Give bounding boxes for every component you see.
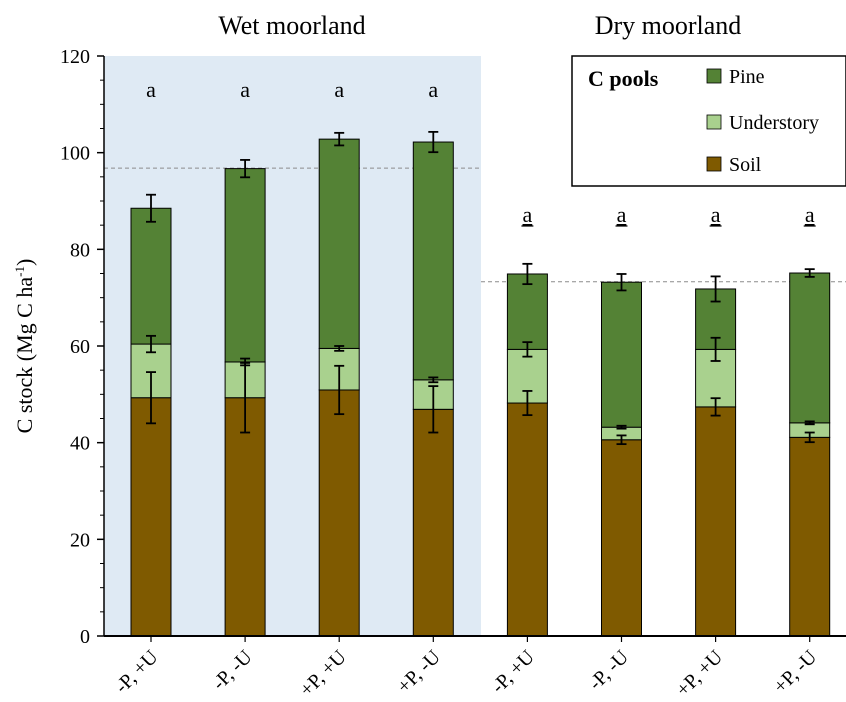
x-tick-label-0: -P, +U bbox=[111, 646, 163, 698]
y-tick-label-0: 0 bbox=[80, 626, 90, 648]
group-letter-7: a bbox=[805, 202, 815, 227]
x-tick-label-7: +P, -U bbox=[769, 646, 821, 698]
bar-pine-5 bbox=[601, 281, 642, 428]
error-bar-soil-2 bbox=[334, 364, 345, 416]
error-bar-understory-5 bbox=[616, 424, 627, 430]
error-bar-soil-0 bbox=[146, 371, 156, 425]
bar-soil-1 bbox=[224, 397, 266, 637]
error-bar-pine-5 bbox=[616, 273, 627, 292]
error-bar-soil-7 bbox=[804, 431, 815, 444]
x-tick-label-2: +P, +U bbox=[296, 646, 351, 701]
bar-soil-4 bbox=[506, 402, 548, 637]
legend-title: C pools bbox=[588, 66, 659, 91]
y-axis-label-sup: -1 bbox=[12, 266, 27, 277]
error-bar-pine-3 bbox=[428, 130, 439, 154]
y-axis-label-close: ) bbox=[12, 259, 37, 266]
y-tick-label-60: 60 bbox=[70, 336, 90, 358]
error-bar-understory-6 bbox=[710, 336, 721, 362]
error-bar-pine-1 bbox=[240, 159, 251, 179]
error-bar-soil-5 bbox=[616, 434, 627, 446]
x-tick-label-1: -P, -U bbox=[208, 646, 257, 695]
error-bar-understory-0 bbox=[146, 334, 156, 354]
x-tick-label-6: +P, +U bbox=[672, 646, 727, 701]
error-bar-soil-4 bbox=[522, 390, 533, 417]
group-letter-2: a bbox=[334, 77, 344, 102]
panel-title-wet: Wet moorland bbox=[218, 11, 365, 40]
bar-soil-7 bbox=[789, 436, 831, 637]
y-tick-label-40: 40 bbox=[70, 433, 90, 455]
legend-label-soil: Soil bbox=[729, 154, 762, 176]
y-tick-label-100: 100 bbox=[60, 143, 90, 165]
legend-label-pine: Pine bbox=[729, 66, 765, 88]
group-letter-1: a bbox=[240, 77, 250, 102]
legend-swatch-understory bbox=[706, 114, 722, 130]
group-letter-3: a bbox=[428, 77, 438, 102]
error-bar-understory-4 bbox=[522, 341, 533, 358]
legend: C pools Pine Understory Soil bbox=[571, 55, 846, 187]
legend-swatch-soil bbox=[706, 156, 722, 172]
bar-soil-3 bbox=[412, 408, 454, 637]
error-bar-understory-3 bbox=[428, 376, 439, 384]
error-bar-understory-1 bbox=[240, 357, 251, 367]
error-bar-pine-0 bbox=[146, 193, 156, 223]
bar-pine-4 bbox=[506, 273, 548, 350]
error-bar-soil-6 bbox=[710, 397, 721, 417]
bar-soil-2 bbox=[318, 389, 360, 637]
y-tick-label-80: 80 bbox=[70, 239, 90, 261]
y-tick-label-120: 120 bbox=[60, 46, 90, 68]
group-letter-4: a bbox=[523, 202, 533, 227]
error-bar-soil-3 bbox=[428, 385, 439, 434]
group-letter-5: a bbox=[617, 202, 627, 227]
error-bar-pine-2 bbox=[334, 131, 345, 147]
group-letter-0: a bbox=[146, 77, 156, 102]
bar-pine-0 bbox=[130, 207, 172, 345]
panel-title-dry: Dry moorland bbox=[595, 11, 742, 40]
bar-pine-7 bbox=[789, 272, 831, 424]
bar-soil-5 bbox=[601, 439, 642, 637]
bar-soil-0 bbox=[130, 397, 172, 637]
group-letter-6: a bbox=[711, 202, 721, 227]
bar-soil-6 bbox=[695, 406, 737, 637]
legend-label-understory: Understory bbox=[729, 112, 819, 134]
bar-pine-1 bbox=[224, 168, 266, 363]
y-axis-label-text: C stock (Mg C ha bbox=[12, 277, 37, 434]
error-bar-pine-4 bbox=[522, 262, 533, 286]
error-bar-pine-7 bbox=[804, 268, 815, 278]
error-bar-understory-7 bbox=[804, 420, 815, 426]
legend-swatch-pine bbox=[706, 68, 722, 84]
x-tick-label-4: -P, +U bbox=[487, 646, 539, 698]
error-bar-pine-6 bbox=[710, 275, 721, 303]
bar-pine-2 bbox=[318, 138, 360, 349]
y-tick-label-20: 20 bbox=[70, 529, 90, 551]
error-bar-understory-2 bbox=[334, 345, 345, 352]
y-axis-label: C stock (Mg C ha-1) bbox=[12, 259, 37, 434]
bar-pine-3 bbox=[412, 141, 454, 381]
x-tick-label-5: -P, -U bbox=[584, 646, 633, 695]
x-tick-label-3: +P, -U bbox=[393, 646, 445, 698]
